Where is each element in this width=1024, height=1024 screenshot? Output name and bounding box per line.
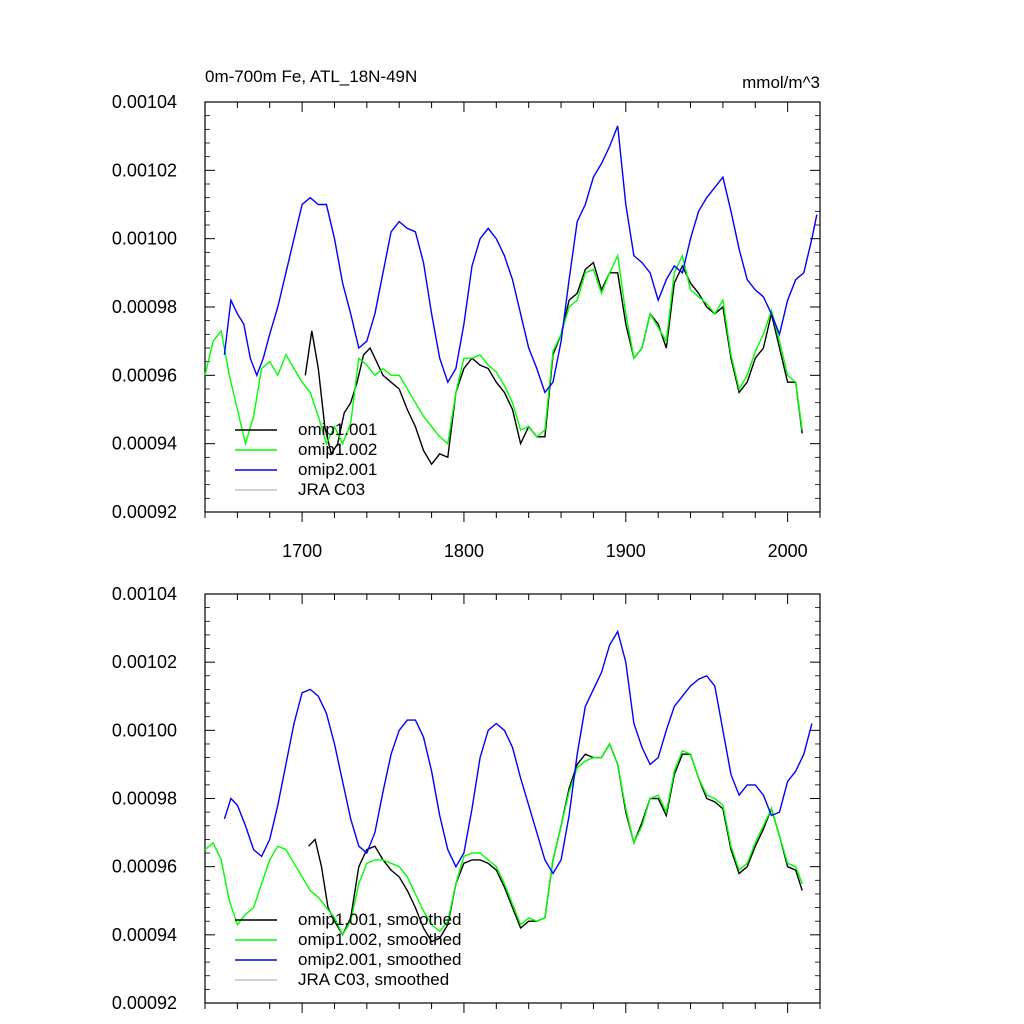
y-tick-label: 0.00102 (112, 160, 177, 180)
x-tick-label: 2000 (768, 541, 808, 561)
legend-entry: JRA C03, smoothed (298, 970, 449, 989)
series-line-omip1-001 (304, 261, 803, 466)
y-tick-label: 0.00098 (112, 297, 177, 317)
legend-entry: omip1.002 (298, 440, 377, 459)
units-label: mmol/m^3 (742, 73, 820, 92)
y-tick-label: 0.00102 (112, 652, 177, 672)
y-tick-label: 0.00092 (112, 993, 177, 1013)
x-tick-label: 1900 (606, 541, 646, 561)
bottom-chart-panel: 0.00092 0.00094 0.00096 0.00098 0.00100 0.001… (112, 584, 821, 1013)
legend-entry: omip1.002, smoothed (298, 930, 462, 949)
y-tick-label: 0.00104 (112, 92, 177, 112)
y-tick-label: 0.00094 (112, 434, 177, 454)
y-tick-label: 0.00100 (112, 720, 177, 740)
x-tick-label: 1700 (282, 541, 322, 561)
y-tick-label: 0.00096 (112, 857, 177, 877)
legend-entry: omip1.001, smoothed (298, 910, 462, 929)
series-line-omip1-002 (204, 253, 803, 447)
series-line-omip2-001 (223, 125, 818, 394)
chart-title: 0m-700m Fe, ATL_18N-49N (205, 67, 417, 86)
y-tick-label: 0.00096 (112, 365, 177, 385)
legend-entry: omip2.001 (298, 460, 377, 479)
x-tick-label: 1800 (444, 541, 484, 561)
y-tick-label: 0.00092 (112, 502, 177, 522)
y-tick-label: 0.00100 (112, 229, 177, 249)
legend-entry: omip2.001, smoothed (298, 950, 462, 969)
y-tick-label: 0.00104 (112, 584, 177, 604)
legend-entry: omip1.001 (298, 420, 377, 439)
y-tick-label: 0.00098 (112, 789, 177, 809)
series-line-omip2-001-smoothed (223, 629, 813, 875)
top-chart-panel: 0m-700m Fe, ATL_18N-49N mmol/m^3 0.00092… (112, 67, 821, 561)
series-line-omip1-002-smoothed (204, 742, 803, 937)
y-tick-label: 0.00094 (112, 925, 177, 945)
legend-entry: JRA C03 (298, 480, 365, 499)
